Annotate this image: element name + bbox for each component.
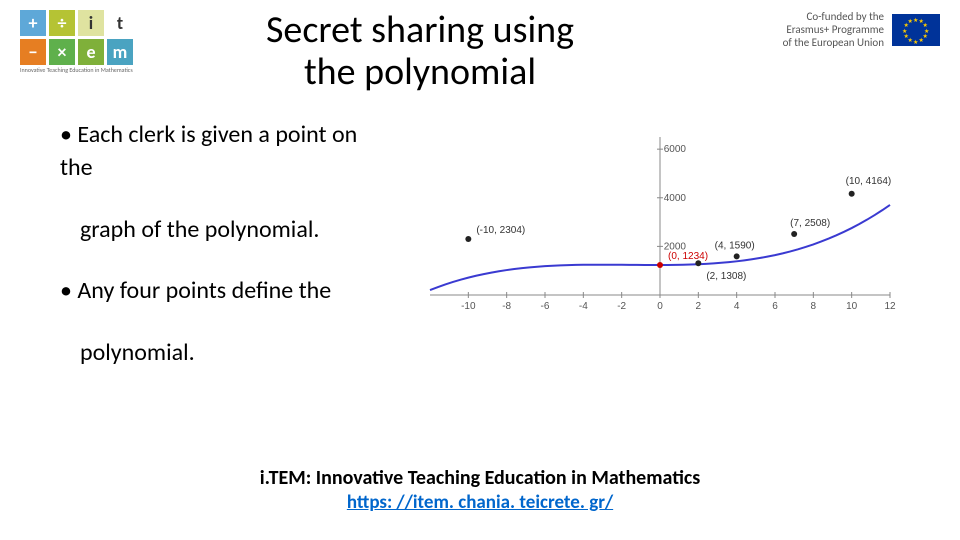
bullet-2-line-2: polynomial. [60, 336, 394, 370]
svg-text:-10: -10 [461, 301, 476, 312]
svg-text:-6: -6 [541, 301, 550, 312]
logo-cell-6: e [78, 39, 104, 65]
svg-text:0: 0 [657, 301, 663, 312]
eu-line-3: of the European Union [783, 36, 884, 49]
footer-text: i.TEM: Innovative Teaching Education in … [260, 466, 701, 490]
chart-column: -10-8-6-4-2024681012200040006000(-10, 23… [394, 118, 900, 398]
svg-text:2: 2 [696, 301, 702, 312]
left-logo: +÷it −×em Innovative Teaching Education i… [20, 10, 160, 73]
header: +÷it −×em Innovative Teaching Education i… [0, 0, 960, 94]
body: Each clerk is given a point on the graph… [0, 94, 960, 398]
eu-stars: ★★★★★★★★★★★★ [902, 16, 930, 44]
svg-text:8: 8 [811, 301, 817, 312]
logo-cell-7: m [107, 39, 133, 65]
svg-text:(0, 1234): (0, 1234) [668, 251, 708, 262]
svg-text:6: 6 [772, 301, 778, 312]
slide: +÷it −×em Innovative Teaching Education i… [0, 0, 960, 540]
eu-text: Co-funded by the Erasmus+ Programme of t… [783, 10, 884, 50]
logo-cell-5: × [49, 39, 75, 65]
logo-cell-4: − [20, 39, 46, 65]
bullet-1-line-1: Each clerk is given a point on the [60, 118, 394, 185]
svg-text:6000: 6000 [664, 144, 687, 155]
svg-text:(2, 1308): (2, 1308) [706, 271, 746, 282]
svg-text:-8: -8 [502, 301, 511, 312]
svg-text:10: 10 [846, 301, 858, 312]
text-column: Each clerk is given a point on the graph… [60, 118, 394, 398]
polynomial-chart: -10-8-6-4-2024681012200040006000(-10, 23… [400, 124, 900, 324]
svg-text:-4: -4 [579, 301, 588, 312]
title-line-2: the polynomial [304, 49, 536, 95]
logo-cell-3: t [107, 10, 133, 36]
eu-line-2: Erasmus+ Programme [786, 23, 884, 36]
footer: i.TEM: Innovative Teaching Education in … [0, 466, 960, 514]
svg-text:-2: -2 [617, 301, 626, 312]
eu-flag-icon: ★★★★★★★★★★★★ [892, 14, 940, 46]
logo-cell-0: + [20, 10, 46, 36]
page-title: Secret sharing using the polynomial [160, 10, 680, 94]
eu-logo-block: Co-funded by the Erasmus+ Programme of t… [680, 10, 940, 50]
svg-text:(-10, 2304): (-10, 2304) [476, 225, 525, 236]
svg-text:12: 12 [884, 301, 896, 312]
svg-text:4: 4 [734, 301, 740, 312]
svg-text:4000: 4000 [664, 192, 687, 203]
bullet-2-line-1: Any four points define the [60, 274, 394, 308]
svg-text:(7, 2508): (7, 2508) [790, 218, 830, 229]
bullet-1-line-2: graph of the polynomial. [60, 213, 394, 247]
footer-link[interactable]: https: //item. chania. teicrete. gr/ [347, 491, 613, 514]
svg-text:(4, 1590): (4, 1590) [715, 240, 755, 251]
svg-text:(10, 4164): (10, 4164) [846, 175, 892, 186]
logo-cell-2: i [78, 10, 104, 36]
title-line-1: Secret sharing using [266, 7, 574, 53]
eu-line-1: Co-funded by the [807, 10, 885, 23]
logo-cell-1: ÷ [49, 10, 75, 36]
logo-tagline: Innovative Teaching Education in Mathema… [20, 65, 160, 73]
logo-grid: +÷it −×em [20, 10, 136, 65]
